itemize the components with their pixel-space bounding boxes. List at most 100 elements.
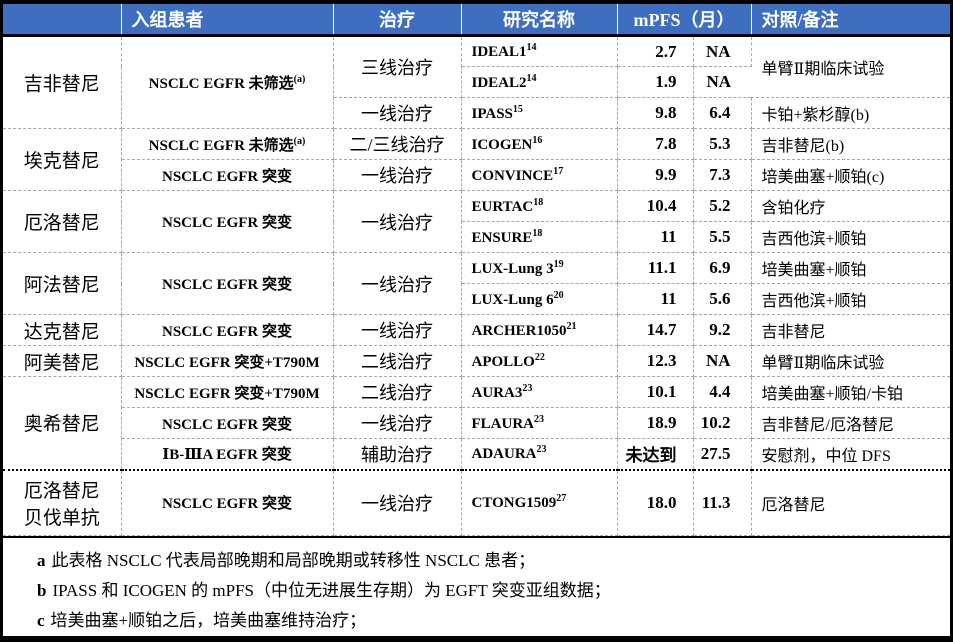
treatment-cell: 一线治疗	[333, 190, 462, 253]
treatment-cell: 二/三线治疗	[333, 128, 462, 160]
citation-superscript: 14	[526, 42, 537, 53]
patients-text: NSCLC EGFR 突变+T790M	[134, 354, 320, 371]
study-name: IPASS	[471, 105, 513, 122]
study-cell: IDEAL214	[461, 66, 618, 98]
remark-cell: 培美曲塞+顺铂	[751, 252, 950, 284]
citation-superscript: 16	[532, 134, 543, 146]
study-cell: LUX-Lung 319	[461, 252, 618, 284]
footnotes-section: a 此表格 NSCLC 代表局部晚期和局部晚期或转移性 NSCLC 患者； b IP…	[3, 536, 950, 636]
study-cell: AURA323	[461, 376, 618, 408]
study-name: LUX-Lung 6	[471, 291, 554, 308]
mpfs-value-cell: 10.4	[617, 190, 694, 222]
control-mpfs-cell: 5.6	[693, 283, 752, 315]
mpfs-value-cell: 1.9	[617, 66, 694, 98]
patients-cell: NSCLC EGFR 突变	[121, 407, 334, 439]
footnote-b: b IPASS 和 ICOGEN 的 mPFS（中位无进展生存期）为 EGFT 突…	[37, 576, 940, 606]
table-row: LUX-Lung 620 11 5.6 吉西他滨+顺铂	[3, 283, 950, 315]
treatment-cell: 一线治疗	[333, 314, 462, 346]
control-mpfs-cell: 9.2	[693, 314, 752, 346]
table-row: 吉非替尼 NSCLC EGFR 未筛选(a) 三线治疗 IDEAL114 2.7…	[3, 35, 950, 129]
footnote-marker: (a)	[293, 74, 306, 85]
mpfs-value-cell: 11	[617, 221, 694, 253]
table-row: NSCLC EGFR 突变 一线治疗 FLAURA23 18.9 10.2 吉非…	[3, 407, 950, 439]
remark-cell: 安慰剂，中位 DFS	[751, 438, 950, 470]
drug-cell: 吉非替尼	[3, 35, 122, 129]
study-cell: CONVINCE17	[461, 159, 618, 191]
header-control: 对照/备注	[751, 4, 950, 37]
patients-cell: NSCLC EGFR 突变	[121, 314, 334, 346]
patients-text: NSCLC EGFR 突变	[161, 215, 292, 231]
study-cell: ARCHER105021	[461, 314, 618, 346]
citation-superscript: 18	[532, 227, 543, 239]
drug-cell: 阿法替尼	[3, 252, 122, 315]
mpfs-value-cell: 12.3	[617, 345, 694, 377]
treatment-cell: 一线治疗	[333, 468, 462, 536]
control-mpfs-cell: 7.3	[693, 159, 752, 191]
mpfs-value-cell: 7.8	[617, 128, 694, 160]
remark-cell: 培美曲塞+顺铂(c)	[751, 159, 950, 191]
study-name: IDEAL2	[471, 74, 527, 91]
study-cell: IPASS15	[461, 97, 618, 129]
study-cell: LUX-Lung 620	[461, 283, 618, 315]
patients-text: NSCLC EGFR 未筛选	[148, 137, 294, 154]
study-name: ICOGEN	[471, 136, 533, 153]
citation-superscript: 14	[526, 72, 537, 84]
study-cell: ADAURA23	[461, 438, 618, 470]
footnote-key: c	[37, 611, 45, 630]
patients-cell: NSCLC EGFR 突变+T790M	[121, 376, 334, 408]
control-mpfs-cell: 5.5	[693, 221, 752, 253]
drug-cell: 埃克替尼	[3, 128, 122, 191]
citation-superscript: 22	[534, 351, 545, 363]
drug-cell: 达克替尼	[3, 314, 122, 346]
study-name: EURTAC	[471, 198, 534, 215]
mpfs-value-cell: 14.7	[617, 314, 694, 346]
study-cell: ICOGEN16	[461, 128, 618, 160]
patients-cell: NSCLC EGFR 突变	[121, 159, 334, 191]
remark-cell: 含铂化疗	[751, 190, 950, 222]
patients-cell: NSCLC EGFR 突变	[121, 468, 334, 536]
study-name: AURA3	[471, 384, 523, 401]
mpfs-value-cell: 2.7	[617, 35, 694, 67]
header-row: 入组患者 治疗 研究名称 mPFS（月） 对照/备注	[3, 4, 950, 37]
table-row: ⅠB-ⅢA EGFR 突变 辅助治疗 ADAURA23 未达到 27.5 安慰剂…	[3, 438, 950, 470]
patients-cell: NSCLC EGFR 突变	[121, 252, 334, 315]
patients-text: NSCLC EGFR 突变	[161, 168, 292, 185]
table-row: 阿美替尼 NSCLC EGFR 突变+T790M 二线治疗 APOLLO22 1…	[3, 345, 950, 377]
table-row: IDEAL214 1.9 NA	[3, 66, 950, 98]
citation-superscript: 15	[512, 103, 523, 115]
mpfs-value-cell: 未达到	[617, 438, 694, 470]
table-row: 达克替尼 NSCLC EGFR 突变 一线治疗 ARCHER105021 14.…	[3, 314, 950, 346]
citation-superscript: 23	[522, 382, 533, 394]
remark-cell: 吉非替尼(b)	[751, 128, 950, 160]
header-mpfs: mPFS（月）	[617, 4, 752, 37]
patients-cell: ⅠB-ⅢA EGFR 突变	[121, 438, 334, 470]
header-treatment: 治疗	[333, 4, 462, 37]
mpfs-value-cell: 9.9	[617, 159, 694, 191]
header-patients: 入组患者	[121, 4, 334, 37]
tki-trials-table: 入组患者 治疗 研究名称 mPFS（月） 对照/备注 吉非替尼 NSCLC EG…	[3, 4, 950, 536]
patients-text: NSCLC EGFR 突变	[161, 416, 292, 433]
citation-superscript: 21	[566, 320, 577, 332]
footnote-text: IPASS 和 ICOGEN 的 mPFS（中位无进展生存期）为 EGFT 突变…	[52, 581, 611, 600]
mpfs-value-cell: 11	[617, 283, 694, 315]
table-row: ENSURE18 11 5.5 吉西他滨+顺铂	[3, 221, 950, 253]
remark-cell: 吉西他滨+顺铂	[751, 283, 950, 315]
patients-text: ⅠB-ⅢA EGFR 突变	[162, 447, 292, 464]
control-mpfs-cell: 4.4	[693, 376, 752, 408]
footnote-text: 培美曲塞+顺铂之后，培美曲塞维持治疗；	[50, 611, 367, 630]
patients-text: NSCLC EGFR 未筛选	[148, 76, 294, 92]
treatment-cell: 二线治疗	[333, 376, 462, 408]
treatment-cell: 一线治疗	[333, 159, 462, 191]
study-cell: IDEAL114	[461, 35, 618, 67]
header-corner-cell	[3, 4, 122, 37]
remark-cell: 培美曲塞+顺铂/卡铂	[751, 376, 950, 408]
control-mpfs-cell: 10.2	[693, 407, 752, 439]
remark-cell: 单臂Ⅱ期临床试验	[751, 35, 950, 98]
table-row: 奥希替尼 NSCLC EGFR 突变+T790M 二线治疗 AURA323 10…	[3, 376, 950, 470]
citation-superscript: 19	[553, 258, 564, 270]
remark-cell: 吉西他滨+顺铂	[751, 221, 950, 253]
remark-cell: 吉非替尼	[751, 314, 950, 346]
citation-superscript: 23	[536, 444, 547, 456]
table-row: 厄洛替尼 贝伐单抗 NSCLC EGFR 突变 一线治疗 CTONG150927…	[3, 468, 950, 536]
mpfs-value-cell: 11.1	[617, 252, 694, 284]
